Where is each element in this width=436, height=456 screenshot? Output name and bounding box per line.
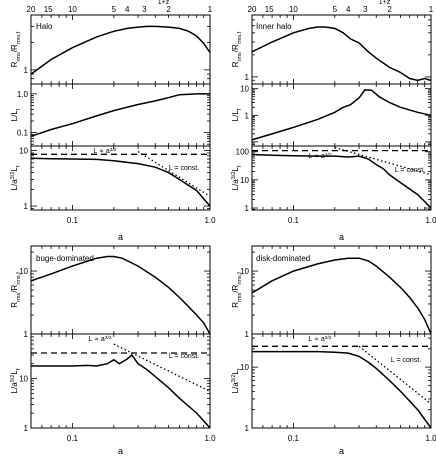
panel-title-3: disk-dominated [256, 254, 310, 263]
x-tick-label-3-0: 0.1 [288, 434, 300, 443]
x-axis-label-1: a [339, 232, 344, 242]
y-tick-label-3-0-0: 1 [245, 330, 250, 339]
top-tick-label-1-4: 4 [346, 5, 351, 14]
y-tick-label-3-1-1: 10 [240, 363, 249, 372]
series-line-1-2-0 [251, 153, 432, 209]
x-axis-label-0: a [118, 232, 123, 242]
x-tick-label-0-0: 0.1 [67, 216, 79, 225]
y-tick-label-1-0-0: 1 [245, 73, 250, 82]
y-tick-label-2-0-1: 10 [19, 267, 28, 276]
series-line-2-1-2 [113, 343, 211, 392]
annotation-0-1: L = const. [169, 165, 199, 172]
y-tick-label-1-2-0: 1 [245, 204, 250, 213]
y-axis-label-1-0: Rrms/Rrms,f [231, 31, 243, 67]
y-axis-label-2-0: Rrms/Rrms,f [10, 272, 22, 308]
y-tick-label-1-1-0: 1 [245, 111, 250, 120]
series-line-0-0-0 [30, 25, 211, 75]
x-tick-label-2-0: 0.1 [67, 434, 79, 443]
y-tick-label-1-2-1: 10 [240, 176, 249, 185]
annotation-2-0: L ∝ a3/2 [88, 335, 112, 344]
series-line-2-1-0 [31, 353, 211, 429]
panel-frame-0-1 [30, 83, 211, 147]
series-line-3-0-0 [251, 257, 432, 335]
top-tick-label-0-3: 5 [112, 5, 117, 14]
top-tick-label-0-5: 3 [142, 5, 147, 14]
x-tick-label-3-1: 1.0 [425, 434, 436, 443]
panel-title-0: Halo [36, 22, 53, 31]
x-axis-label-3: a [339, 446, 344, 456]
series-line-3-1-2 [358, 345, 432, 405]
x-tick-label-0-1: 1.0 [204, 216, 216, 225]
y-axis-label-1-1: L/Lf [231, 108, 243, 121]
panel-frame-2-1 [30, 333, 211, 429]
panel-frame-3-1 [251, 333, 432, 429]
y-tick-label-0-1-0: 0.1 [17, 129, 29, 138]
panel-frame-1-1 [251, 83, 432, 147]
annotation-1-0: L ∝ a3/2 [308, 152, 332, 161]
x-axis-label-2: a [118, 446, 123, 456]
series-line-3-1-0 [252, 350, 432, 429]
annotation-1-1: L = const. [395, 167, 425, 174]
y-axis-label-1-2: L/a3/2Lf [231, 165, 243, 190]
series-line-2-0-0 [30, 255, 211, 335]
y-axis-label-0-2: L/a3/2Lf [10, 165, 22, 190]
top-tick-label-1-1: 15 [265, 5, 274, 14]
y-tick-label-0-1-1: 1.0 [17, 90, 29, 99]
x-tick-label-1-1: 1.0 [425, 216, 436, 225]
top-tick-label-0-1: 15 [44, 5, 53, 14]
y-tick-label-3-0-1: 10 [240, 267, 249, 276]
top-tick-label-0-0: 20 [27, 5, 36, 14]
annotation-2-1: L = const. [169, 353, 199, 360]
annotation-3-1: L = const. [391, 357, 421, 364]
y-tick-label-2-0-0: 1 [24, 330, 29, 339]
y-axis-label-3-0: Rrms/Rrms,f [231, 272, 243, 308]
y-tick-label-0-2-1: 10 [19, 146, 28, 155]
y-tick-label-1-2-2: 100 [236, 148, 250, 157]
y-tick-label-0-0-0: 1 [24, 66, 29, 75]
panel-title-2: buge-dominated [36, 254, 94, 263]
top-tick-label-0-2: 10 [68, 5, 77, 14]
y-tick-label-2-1-1: 10 [19, 375, 28, 384]
top-tick-label-1-5: 3 [363, 5, 368, 14]
y-tick-label-0-2-0: 1 [24, 202, 29, 211]
y-axis-label-0-1: L/Lf [10, 108, 22, 121]
top-axis-label-0: 1+z [158, 0, 170, 6]
y-tick-label-2-1-0: 1 [24, 424, 29, 433]
top-axis-label-1: 1+z [379, 0, 391, 6]
panel-frame-1-2 [251, 145, 432, 211]
y-axis-label-3-1: L/a3/2Lf [231, 368, 243, 393]
top-tick-label-1-0: 20 [248, 5, 257, 14]
annotation-3-0: L ∝ a3/2 [308, 335, 332, 344]
y-axis-label-0-0: Rrms/Rrms,f [10, 31, 22, 67]
top-tick-label-0-4: 4 [125, 5, 130, 14]
top-tick-label-1-6: 2 [387, 5, 392, 14]
series-line-1-0-0 [251, 26, 432, 82]
top-tick-label-1-7: 1 [429, 5, 434, 14]
panel-frame-0-2 [30, 145, 211, 211]
top-tick-label-0-7: 1 [208, 5, 213, 14]
y-axis-label-2-1: L/a3/2Lf [10, 368, 22, 393]
top-tick-label-0-6: 2 [166, 5, 171, 14]
series-line-0-1-0 [30, 93, 210, 138]
y-tick-label-3-1-0: 1 [245, 424, 250, 433]
top-tick-label-1-3: 5 [333, 5, 338, 14]
panel-frame-0-0 [30, 14, 211, 85]
panel-title-1: Inner halo [256, 22, 292, 31]
annotation-0-0: L ∝ a3/2 [93, 147, 117, 156]
x-tick-label-2-1: 1.0 [204, 434, 216, 443]
series-line-0-2-0 [30, 157, 211, 207]
x-tick-label-1-0: 0.1 [288, 216, 300, 225]
series-line-0-2-2 [137, 151, 211, 197]
series-line-1-2-2 [334, 146, 432, 176]
series-line-1-1-0 [251, 89, 432, 141]
y-tick-label-1-1-1: 10 [240, 85, 249, 94]
top-tick-label-1-2: 10 [289, 5, 298, 14]
